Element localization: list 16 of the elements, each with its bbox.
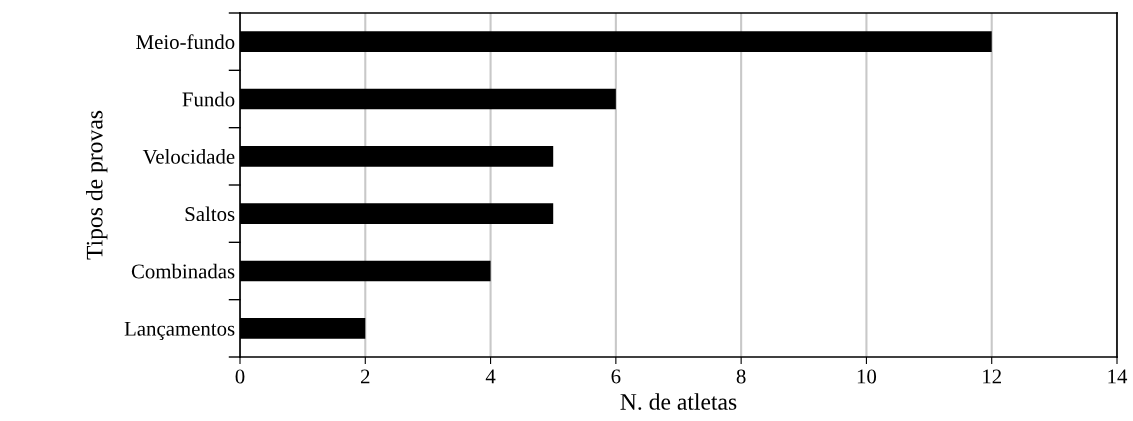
y-tick-label: Meio-fundo: [136, 34, 235, 50]
x-tick-label: 0: [235, 369, 245, 384]
y-axis-title: Tipos de provas: [85, 110, 108, 260]
x-axis-title: N. de atletas: [620, 393, 737, 410]
y-tick-label: Fundo: [182, 91, 235, 107]
x-tick-label: 8: [736, 369, 746, 384]
x-tick-label: 4: [485, 369, 496, 384]
x-tick-label: 10: [857, 369, 877, 384]
x-tick-label: 6: [611, 369, 621, 384]
y-tick-label: Lançamentos: [124, 321, 235, 340]
y-tick-label: Saltos: [185, 206, 235, 222]
x-tick-label: 2: [360, 369, 370, 384]
y-tick-label: Velocidade: [142, 149, 235, 164]
y-tick-label: Combinadas: [131, 263, 235, 279]
x-tick-label: 12: [983, 369, 1001, 384]
x-tick-label: 14: [1108, 369, 1128, 384]
